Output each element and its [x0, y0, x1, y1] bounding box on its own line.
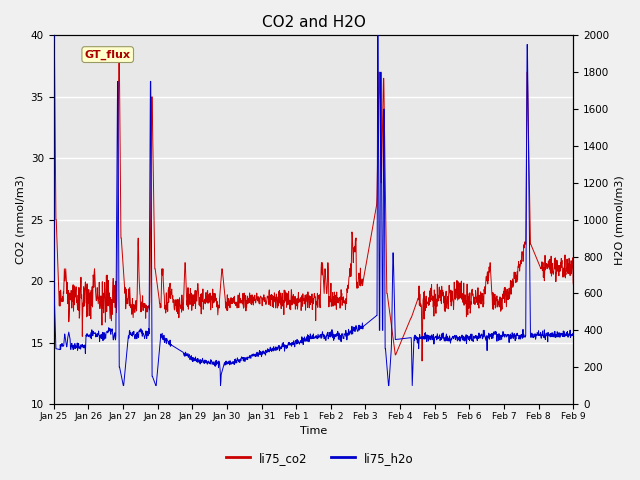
- Y-axis label: CO2 (mmol/m3): CO2 (mmol/m3): [15, 175, 25, 264]
- Text: GT_flux: GT_flux: [84, 49, 131, 60]
- Legend: li75_co2, li75_h2o: li75_co2, li75_h2o: [221, 447, 419, 469]
- Y-axis label: H2O (mmol/m3): H2O (mmol/m3): [615, 175, 625, 264]
- X-axis label: Time: Time: [300, 426, 327, 436]
- Title: CO2 and H2O: CO2 and H2O: [262, 15, 365, 30]
